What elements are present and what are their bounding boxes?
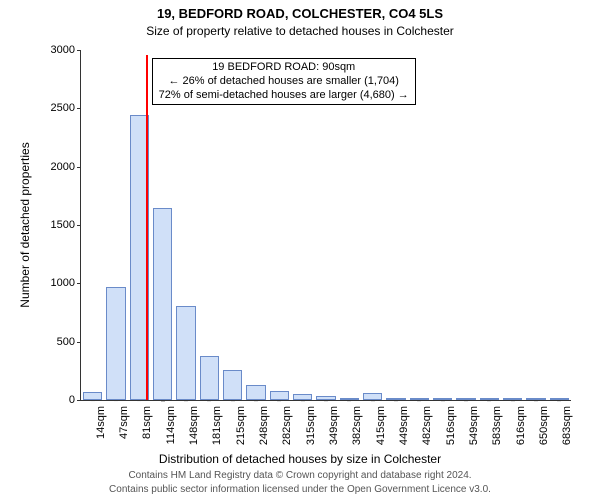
- footer-line-2: Contains public sector information licen…: [0, 484, 600, 495]
- x-tick: 516sqm: [443, 400, 457, 445]
- x-tick: 81sqm: [139, 400, 153, 439]
- x-tick: 148sqm: [186, 400, 200, 445]
- chart-title: 19, BEDFORD ROAD, COLCHESTER, CO4 5LS: [0, 6, 600, 21]
- x-tick: 248sqm: [256, 400, 270, 445]
- histogram-bar: [153, 208, 172, 401]
- x-tick: 349sqm: [326, 400, 340, 445]
- y-tick: 1500: [51, 219, 81, 231]
- histogram-bar: [270, 391, 289, 400]
- x-tick: 415sqm: [373, 400, 387, 445]
- annotation-line-1: 19 BEDFORD ROAD: 90sqm: [159, 61, 409, 75]
- histogram-bar: [363, 393, 382, 400]
- x-tick: 482sqm: [419, 400, 433, 445]
- chart-subtitle: Size of property relative to detached ho…: [0, 24, 600, 38]
- y-tick: 2000: [51, 161, 81, 173]
- chart-container: 19, BEDFORD ROAD, COLCHESTER, CO4 5LS Si…: [0, 0, 600, 500]
- x-tick: 315sqm: [303, 400, 317, 445]
- x-tick: 282sqm: [279, 400, 293, 445]
- histogram-bar: [83, 392, 102, 400]
- y-tick: 1000: [51, 277, 81, 289]
- x-tick: 47sqm: [116, 400, 130, 439]
- histogram-bar: [246, 385, 265, 400]
- x-tick: 449sqm: [396, 400, 410, 445]
- x-tick: 549sqm: [466, 400, 480, 445]
- annotation-box: 19 BEDFORD ROAD: 90sqm ← 26% of detached…: [152, 58, 416, 105]
- y-tick: 2500: [51, 102, 81, 114]
- y-tick: 0: [69, 394, 81, 406]
- x-tick: 616sqm: [513, 400, 527, 445]
- annotation-line-3: 72% of semi-detached houses are larger (…: [159, 89, 409, 103]
- histogram-bar: [106, 287, 125, 400]
- annotation-line-2: ← 26% of detached houses are smaller (1,…: [159, 75, 409, 89]
- histogram-bar: [176, 306, 195, 401]
- y-axis-label: Number of detached properties: [18, 50, 32, 400]
- subject-property-marker: [146, 55, 148, 400]
- x-axis-label: Distribution of detached houses by size …: [0, 452, 600, 466]
- footer-line-1: Contains HM Land Registry data © Crown c…: [0, 470, 600, 481]
- histogram-bar: [223, 370, 242, 400]
- x-tick: 683sqm: [559, 400, 573, 445]
- x-tick: 114sqm: [163, 400, 177, 444]
- x-tick: 215sqm: [233, 400, 247, 445]
- x-tick: 181sqm: [209, 400, 223, 445]
- histogram-bar: [200, 356, 219, 400]
- x-tick: 14sqm: [93, 400, 107, 439]
- x-tick: 583sqm: [489, 400, 503, 445]
- x-tick: 382sqm: [349, 400, 363, 445]
- y-tick: 500: [57, 336, 81, 348]
- x-tick: 650sqm: [536, 400, 550, 445]
- y-tick: 3000: [51, 44, 81, 56]
- chart-plot-area: 19 BEDFORD ROAD: 90sqm ← 26% of detached…: [80, 50, 571, 401]
